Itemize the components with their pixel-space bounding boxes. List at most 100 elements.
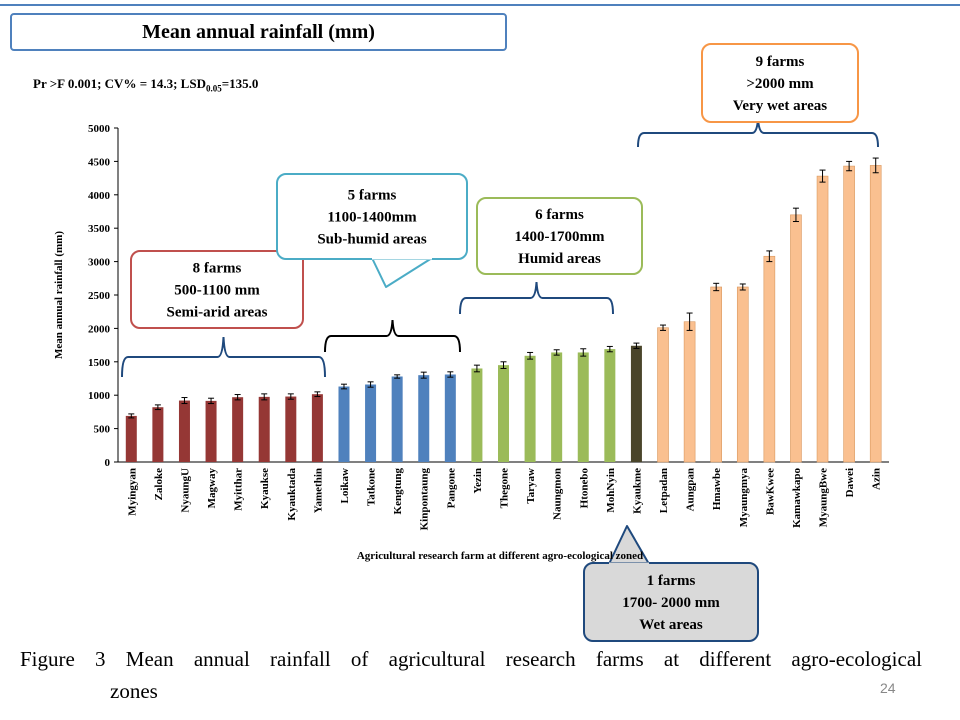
y-tick-label: 4000 [88,190,111,202]
bar-myaungmya [736,286,749,463]
bar-yezin [471,368,483,462]
x-tick-label: Myingyan [126,468,138,516]
x-tick-label: Loikaw [339,468,351,504]
bar-letpadan [657,327,669,463]
page-number: 24 [880,680,896,696]
x-tick-label: Kyaukse [259,468,271,509]
bar-zaloke [152,407,164,462]
callout-line: 1400-1700mm [515,229,605,245]
x-tick-label: Dawei [844,468,856,497]
figure-caption-continued: zones [110,679,158,703]
x-tick-label: Azin [871,468,883,490]
callout-line: 500-1100 mm [174,283,260,299]
bar-hmawbe [710,286,722,463]
x-tick-label: Pangone [445,468,457,508]
callout-box [476,197,643,275]
callout-pointer [608,525,650,565]
x-tick-label: Zaloke [153,468,165,501]
x-tick-label: NyaungU [179,468,191,513]
bar-htonebo [577,352,589,462]
x-tick-label: MyaungBwe [818,468,830,527]
y-tick-label: 2500 [88,290,111,302]
y-axis-title: Mean annual rainfall (mm) [53,231,65,359]
zone-callout: 9 farms >2000 mm Very wet areas [701,43,859,123]
x-tick-label: Taryaw [525,468,537,504]
y-tick-label: 5000 [88,123,111,135]
zone-brace [324,319,461,353]
zone-brace [121,336,326,378]
callout-box [130,250,304,329]
x-tick-label: Naungmon [552,468,564,520]
callout-line: 5 farms [348,188,397,204]
callout-line: >2000 mm [746,76,814,92]
zone-callout: 5 farms 1100-1400mm Sub-humid areas [276,173,468,288]
zone-brace [459,281,614,315]
x-tick-label: Kyauktada [286,468,298,521]
x-tick-label: Yezin [472,468,484,494]
bar-kyaukme [630,345,642,462]
bar-kengtung [391,376,403,462]
x-tick-label: Magway [206,468,218,509]
bar-naungmon [551,352,563,462]
y-tick-label: 2000 [88,323,111,335]
chart-error-bars [128,157,879,419]
bar-tatkone [365,384,377,462]
x-tick-label: Kyaukme [631,468,643,514]
stats-prefix: Pr >F 0.001; CV% = 14.3; LSD [33,76,206,91]
anova-stats: Pr >F 0.001; CV% = 14.3; LSD0.05=135.0 [33,76,258,94]
x-tick-label: Thegone [499,468,511,508]
y-tick-label: 1500 [88,357,111,369]
x-axis-labels: Myingyan Zaloke NyaungU Magway Myitthar Kyauk… [126,468,882,531]
stats-subscript: 0.05 [205,83,222,94]
bar-kyauktada [285,396,297,462]
x-tick-label: Aungpan [685,468,697,511]
y-tick-label: 3500 [88,223,111,235]
x-tick-label: Myitthar [233,468,245,511]
callout-box [583,562,759,642]
bar-dawei [843,165,855,463]
y-axis-ticks: 0 500 1000 1500 2000 2500 3000 3500 4000 4500 5000 [88,123,118,469]
callout-line: Very wet areas [733,98,827,114]
y-tick-label: 4500 [88,156,111,168]
bar-kyaukse [258,396,270,462]
zone-callout: 6 farms 1400-1700mm Humid areas [476,197,643,275]
bar-bawkwee [763,255,776,463]
zone-brace [637,118,879,148]
bar-myitthar [232,397,244,462]
x-tick-label: BawKwee [764,468,776,515]
bar-yamethin [311,394,323,462]
zone-callout: 1 farms 1700- 2000 mm Wet areas [583,525,759,642]
x-tick-label: Kinpontaung [419,468,431,531]
y-tick-label: 1000 [88,390,111,402]
bar-pangone [444,374,456,462]
callout-line: 1700- 2000 mm [622,595,720,611]
callout-line: 1100-1400mm [327,210,417,226]
callout-line: 1 farms [647,573,696,589]
bar-loikaw [338,386,350,462]
callout-box [701,43,859,123]
callout-line: Wet areas [639,617,703,633]
callout-line: 8 farms [193,261,242,277]
zone-callout: 8 farms 500-1100 mm Semi-arid areas [130,250,304,329]
slide-top-line [0,4,960,6]
bar-myaungbwe [816,175,829,463]
bar-mohnyin [604,349,616,462]
x-tick-label: Kamawkapo [791,468,803,528]
x-tick-label: Hmawbe [711,468,723,510]
bar-nyaungu [178,400,190,462]
callout-line: 9 farms [756,54,805,70]
stats-suffix: =135.0 [221,76,259,91]
bar-thegone [498,365,509,462]
slide-title: Mean annual rainfall (mm) [142,20,375,43]
bar-kamawkapo [790,214,802,463]
bar-kinpontaung [418,375,430,462]
y-tick-label: 0 [105,457,111,469]
bar-magway [205,400,217,462]
callout-line: Humid areas [518,251,601,267]
slide-title-box: Mean annual rainfall (mm) [10,13,507,51]
x-tick-label: Yamethin [312,468,324,513]
bar-aungpan [683,321,696,463]
y-tick-label: 500 [94,424,111,436]
callout-pointer [371,257,433,288]
